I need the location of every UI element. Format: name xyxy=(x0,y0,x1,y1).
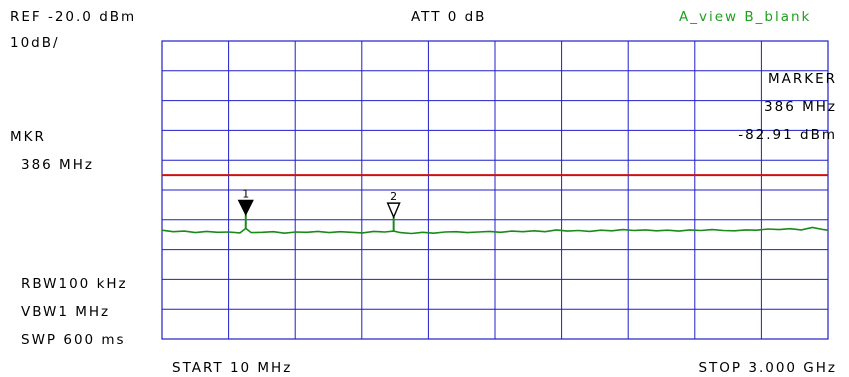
marker-triangle[interactable] xyxy=(237,199,254,217)
stop-frequency: STOP 3.000 GHz xyxy=(698,360,837,376)
view-mode-label: A_view B_blank xyxy=(679,9,812,25)
marker-triangle[interactable] xyxy=(386,202,401,219)
marker-panel-level: -82.91 dBm xyxy=(738,127,837,143)
ref-level-label: REF -20.0 dBm xyxy=(10,9,137,25)
marker-panel-frequency: 386 MHz xyxy=(764,99,837,115)
marker-panel-title: MARKER xyxy=(767,71,837,87)
marker-number-label: 1 xyxy=(242,187,249,200)
marker-number-label: 2 xyxy=(390,190,397,203)
spectrum-trace xyxy=(161,226,829,235)
vbw-setting: VBW1 MHz xyxy=(21,304,111,320)
attenuation-label: ATT 0 dB xyxy=(411,9,487,25)
sweep-time-setting: SWP 600 ms xyxy=(21,332,126,348)
marker-label: MKR xyxy=(10,129,46,145)
graticule xyxy=(161,40,829,340)
start-frequency: START 10 MHz xyxy=(172,360,293,376)
scale-label: 10dB/ xyxy=(10,35,60,51)
marker-frequency: 386 MHz xyxy=(21,157,94,173)
rbw-setting: RBW100 kHz xyxy=(21,276,128,292)
